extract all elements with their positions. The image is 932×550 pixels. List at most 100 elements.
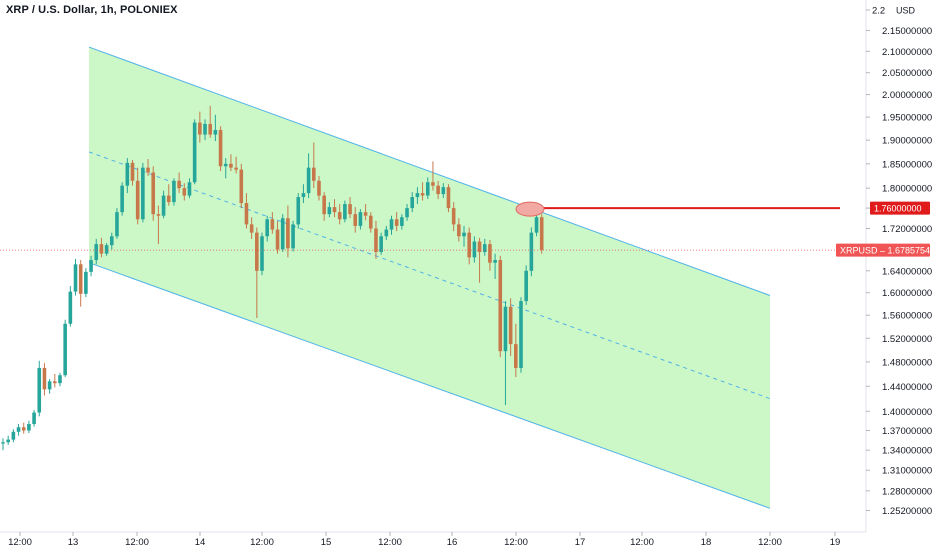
y-tick-label: 1.56000000 [882, 311, 932, 322]
touch-ellipse[interactable] [515, 201, 545, 217]
candle-body [270, 219, 275, 230]
candle-body [32, 412, 36, 425]
y-tick-label: 1.34000000 [882, 446, 932, 457]
candle-body [296, 197, 301, 225]
candle-body [89, 260, 93, 272]
x-tick-label: 12:00 [504, 537, 528, 548]
candle-body [249, 224, 254, 233]
candle-body [482, 244, 487, 253]
candle-body [104, 245, 109, 254]
y-tick-label: 1.44000000 [882, 382, 932, 393]
candle-body [524, 270, 528, 302]
y-tick-label: 1.90000000 [882, 136, 932, 147]
candle-body [42, 367, 47, 390]
candle-body [84, 271, 88, 294]
candle-body [519, 301, 523, 368]
level-price-label: 1.76000000 [874, 204, 922, 214]
channel-mid-line[interactable] [88, 151, 771, 400]
candle-body [208, 123, 212, 135]
candle-body [436, 185, 440, 195]
y-tick-label: 1.40000000 [882, 407, 932, 418]
candle-body [11, 431, 16, 440]
candle-body [213, 129, 218, 135]
channel-fill [89, 47, 770, 509]
candle-body [223, 163, 228, 167]
last-price-badge [836, 243, 930, 257]
candle-body [99, 244, 104, 254]
candle-body [467, 232, 471, 258]
candle-body [172, 180, 176, 203]
candle-body [322, 195, 326, 215]
y-tick-label: 1.28000000 [882, 486, 932, 497]
channel-upper-line[interactable] [88, 46, 771, 296]
candle-body [441, 187, 446, 195]
candle-body [37, 367, 42, 413]
candle-body [451, 208, 456, 225]
candle-body [415, 193, 420, 198]
candle-body [374, 228, 378, 253]
x-tick-label: 12:00 [125, 537, 149, 548]
candle-body [348, 204, 352, 215]
candle-body [529, 232, 534, 271]
x-tick-label: 14 [195, 537, 206, 548]
candle-body [379, 236, 383, 253]
candle-body [125, 162, 130, 186]
candle-body [141, 167, 145, 220]
x-tick-label: 18 [701, 537, 712, 548]
candle-body [78, 264, 83, 294]
y-tick-label: 1.64000000 [882, 266, 932, 277]
candle-body [410, 197, 415, 209]
candle-body [358, 212, 363, 226]
candle-body [146, 167, 150, 173]
candle-body [280, 218, 285, 250]
candle-body [337, 212, 342, 220]
candles [1, 105, 544, 451]
candle-body [400, 217, 404, 226]
candle-body [68, 291, 73, 324]
candle-body [363, 212, 368, 216]
candle-body [156, 214, 161, 216]
price-axis[interactable]: 2.2 USD 2.15000000 2.10000000 2.05000000 2.00… [836, 0, 932, 532]
candle-body [120, 185, 124, 213]
candle-body [493, 260, 497, 263]
candle-body [234, 167, 238, 170]
candle-body [265, 219, 269, 237]
x-tick-label: 12:00 [250, 537, 274, 548]
candle-body [368, 215, 373, 229]
y-tick-label: 2.10000000 [882, 47, 932, 58]
candle-body [151, 172, 156, 215]
candle-body [317, 180, 321, 196]
y-tick-label: 2.2 [872, 6, 885, 17]
x-tick-label: 12:00 [758, 537, 782, 548]
candle-body [301, 193, 306, 198]
candle-body [16, 427, 21, 432]
candle-body [534, 217, 539, 233]
candle-body [166, 195, 171, 203]
candle-body [6, 439, 10, 443]
candle-body [203, 123, 207, 135]
candle-body [539, 217, 544, 250]
candle-body [115, 212, 119, 237]
y-tick-label: 1.60000000 [882, 288, 932, 299]
candle-body [130, 162, 135, 181]
candle-body [327, 207, 332, 215]
candle-body [255, 232, 259, 271]
y-tick-label: 1.85000000 [882, 159, 932, 170]
channel-lower-line[interactable] [88, 262, 771, 509]
y-tick-label: 2.00000000 [882, 90, 932, 101]
y-tick-label: 1.52000000 [882, 334, 932, 345]
chart-title: XRP / U.S. Dollar, 1h, POLONIEX [6, 4, 178, 16]
time-axis[interactable]: 12:00 13 12:00 14 12:00 15 12:00 16 12:00 17 12:00… [0, 531, 866, 548]
candle-body [94, 244, 99, 261]
x-tick-label: 19 [830, 537, 841, 548]
y-tick-label: 2.05000000 [882, 68, 932, 79]
candle-body [109, 236, 114, 246]
candle-body [198, 122, 202, 135]
candle-body [192, 122, 197, 183]
regression-channel[interactable] [88, 46, 771, 509]
candle-body [457, 224, 461, 237]
x-tick-label: 12:00 [630, 537, 654, 548]
y-tick-label: 1.37000000 [882, 426, 932, 437]
